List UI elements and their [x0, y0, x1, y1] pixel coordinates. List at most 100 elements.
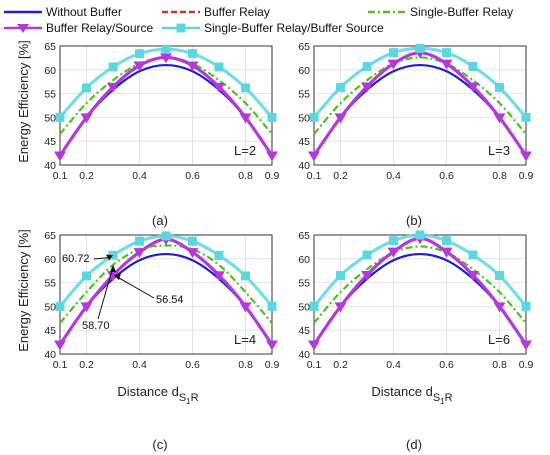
legend-entry: Without Buffer: [4, 5, 122, 19]
data-point-triangle: [266, 340, 278, 351]
data-point-square: [214, 250, 224, 260]
series-line: [313, 52, 527, 157]
x-tick-label: 0.4: [132, 170, 147, 182]
panel-tag: L=3: [488, 143, 510, 158]
x-tick-label: 0.9: [519, 359, 534, 371]
legend-label: Buffer Relay: [204, 5, 270, 19]
legend-marker: [17, 24, 29, 33]
legend-entry: Single-Buffer Relay/Buffer Source: [162, 21, 384, 35]
data-point-triangle: [467, 270, 479, 281]
data-point-triangle: [387, 247, 400, 258]
data-point-square: [415, 230, 425, 240]
data-point-triangle: [493, 302, 506, 313]
y-tick-label: 65: [298, 230, 310, 242]
x-tick-label: 0.8: [238, 170, 253, 182]
annotation-label: 60.72: [62, 253, 90, 265]
y-tick-label: 50: [298, 301, 310, 313]
data-point-square: [241, 271, 250, 281]
data-point-triangle: [467, 82, 479, 93]
data-point-square: [495, 270, 504, 280]
x-tick-label: 0.6: [185, 359, 200, 371]
y-tick-label: 65: [44, 230, 56, 242]
y-axis-label: Energy Efficiency [%]: [16, 40, 31, 163]
data-point-triangle: [186, 248, 199, 259]
data-point-square: [108, 62, 118, 72]
series-line: [313, 56, 527, 135]
data-point-square: [188, 236, 197, 246]
legend-entry: Single-Buffer Relay: [368, 5, 513, 19]
data-point-triangle: [361, 270, 373, 281]
x-tick-label: 0.8: [492, 170, 507, 182]
data-point-triangle: [160, 53, 172, 64]
data-point-square: [82, 271, 91, 281]
annotation-arrow: [106, 254, 113, 261]
y-tick-label: 50: [298, 112, 310, 124]
y-tick-label: 55: [298, 278, 310, 290]
x-tick-label: 0.6: [185, 170, 200, 182]
x-axis-label: Distance dS1R: [117, 384, 198, 406]
data-point-square: [389, 236, 398, 246]
x-tick-label: 0.2: [333, 359, 348, 371]
data-point-triangle: [440, 247, 453, 258]
x-tick-label: 0.9: [265, 359, 280, 371]
y-axis-label: Energy Efficiency [%]: [16, 229, 31, 352]
data-point-triangle: [133, 61, 146, 72]
x-tick-label: 0.9: [265, 170, 280, 182]
x-tick-label: 0.2: [79, 170, 94, 182]
data-point-triangle: [107, 82, 119, 93]
data-point-square: [55, 301, 65, 311]
data-point-triangle: [54, 151, 66, 162]
data-point-triangle: [133, 248, 146, 259]
legend-label: Single-Buffer Relay/Buffer Source: [204, 21, 384, 35]
panel-caption: (c): [152, 437, 167, 452]
data-point-square: [135, 49, 144, 59]
data-point-triangle: [80, 113, 93, 124]
x-tick-label: 0.2: [333, 170, 348, 182]
series-line: [313, 245, 527, 324]
data-point-square: [415, 43, 425, 53]
y-tick-label: 65: [298, 41, 310, 53]
annotation-arrow: [114, 273, 121, 281]
data-point-square: [362, 250, 372, 260]
data-point-square: [495, 82, 504, 92]
data-point-triangle: [266, 151, 278, 162]
data-point-triangle: [186, 61, 199, 72]
y-tick-label: 40: [298, 349, 310, 361]
panel-tag: L=6: [488, 332, 510, 347]
data-point-triangle: [213, 82, 225, 93]
legend-label: Buffer Relay/Source: [46, 21, 153, 35]
x-tick-label: 0.8: [492, 359, 507, 371]
data-point-square: [362, 61, 372, 71]
y-tick-label: 55: [44, 278, 56, 290]
annotation-line: [97, 266, 114, 320]
data-point-square: [336, 270, 345, 280]
annotation-line: [115, 275, 155, 299]
x-tick-label: 0.4: [386, 359, 401, 371]
x-tick-label: 0.1: [53, 359, 68, 371]
chart-panel: 40 45 50 55 60 65 0.1 0.2 0.4 0.6 0.8 0.9 L=3 (b): [298, 41, 533, 228]
y-tick-label: 50: [44, 112, 56, 124]
chart-panel: 40 45 50 55 60 65 0.1 0.2 0.4 0.6 0.8 0.9 L=2 Energy …: [16, 40, 279, 228]
data-point-square: [521, 112, 531, 122]
data-point-triangle: [213, 271, 225, 282]
annotation-label: 58.70: [82, 320, 110, 332]
series-line: [59, 244, 273, 324]
x-tick-label: 0.6: [439, 359, 454, 371]
data-point-triangle: [308, 151, 320, 162]
data-point-square: [55, 112, 65, 122]
legend-label: Without Buffer: [46, 5, 122, 19]
data-point-triangle: [54, 340, 66, 351]
legend-marker: [176, 23, 186, 33]
panel-tag: L=2: [234, 143, 256, 158]
legend-entry: Buffer Relay: [162, 5, 270, 19]
panel-caption: (b): [406, 213, 422, 228]
data-point-triangle: [387, 59, 400, 70]
y-tick-label: 40: [298, 160, 310, 172]
data-point-triangle: [361, 82, 373, 93]
y-tick-label: 60: [298, 254, 310, 266]
data-point-square: [309, 112, 319, 122]
data-point-square: [468, 61, 478, 71]
y-tick-label: 45: [44, 325, 56, 337]
data-point-triangle: [334, 113, 347, 124]
